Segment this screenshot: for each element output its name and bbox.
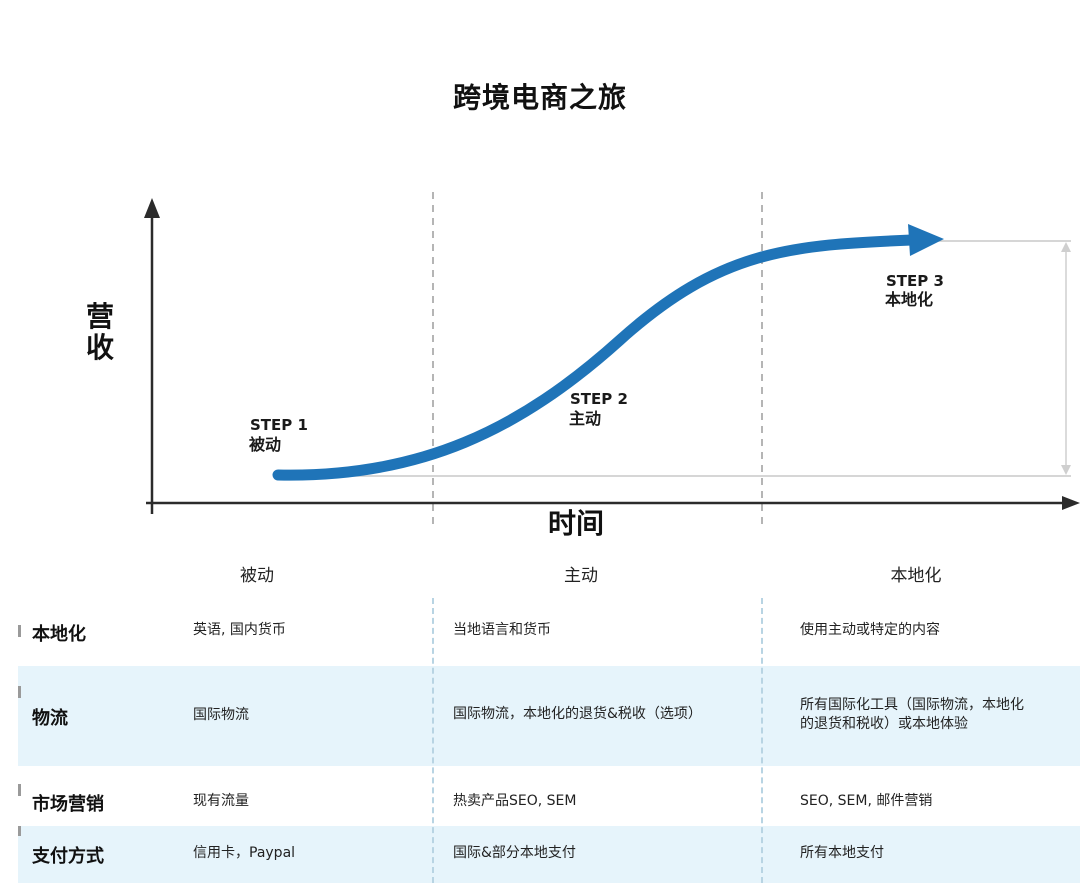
column-header-passive: 被动 [240,566,274,586]
cell-localization-active: 当地语言和货币 [453,622,551,638]
table-row-marketing: 市场营销 现有流量 热卖产品SEO, SEM SEO, SEM, 邮件营销 [18,766,1080,826]
x-axis-label: 时间 [548,507,604,540]
row-marker [18,826,21,836]
step-2-name: 主动 [569,409,601,428]
row-label-payment: 支付方式 [32,846,104,867]
cell-logistics-localized-line1: 所有国际化工具（国际物流，本地化 [800,697,1024,713]
cell-marketing-active: 热卖产品SEO, SEM [453,793,577,809]
cell-logistics-active: 国际物流，本地化的退货&税收（选项） [453,706,702,722]
y-axis-arrow [144,198,160,218]
row-label-localization: 本地化 [32,624,86,645]
column-header-localized: 本地化 [890,566,942,586]
cell-marketing-localized: SEO, SEM, 邮件营销 [800,793,933,809]
step-3-name: 本地化 [885,290,933,309]
cell-payment-passive: 信用卡，Paypal [193,845,296,861]
cell-localization-localized: 使用主动或特定的内容 [800,622,940,638]
row-marker [18,784,21,796]
cell-marketing-passive: 现有流量 [193,793,249,809]
y-axis-label-2: 收 [86,331,114,364]
table-divider-2 [761,598,763,883]
growth-curve [272,234,918,481]
step-1-label: STEP 1 [250,416,308,434]
growth-measure-arrow-down [1061,465,1071,475]
row-marker [18,686,21,698]
row-label-marketing: 市场营销 [32,794,104,815]
table-row-logistics: 物流 国际物流 国际物流，本地化的退货&税收（选项） 所有国际化工具（国际物流，… [18,666,1080,766]
growth-measure-arrow-up [1061,242,1071,252]
cell-payment-localized: 所有本地支付 [800,845,884,861]
page-title: 跨境电商之旅 [452,81,627,114]
step-3-label: STEP 3 [886,272,944,290]
x-axis-arrow [1062,496,1080,510]
cell-logistics-localized-line2: 的退货和税收）或本地体验 [800,716,968,732]
table-divider-1 [432,598,434,883]
y-axis-label-1: 营 [86,300,114,333]
row-label-logistics: 物流 [32,708,68,729]
cell-logistics-passive: 国际物流 [193,707,249,723]
step-1-name: 被动 [249,435,281,454]
column-header-active: 主动 [564,566,598,586]
cell-payment-active: 国际&部分本地支付 [453,845,576,861]
table-row-localization: 本地化 英语, 国内货币 当地语言和货币 使用主动或特定的内容 [18,600,1080,666]
table-row-payment: 支付方式 信用卡，Paypal 国际&部分本地支付 所有本地支付 [18,826,1080,883]
step-2-label: STEP 2 [570,390,628,408]
cell-localization-passive: 英语, 国内货币 [193,622,286,638]
growth-curve-arrowhead [908,224,944,256]
row-marker [18,625,21,637]
